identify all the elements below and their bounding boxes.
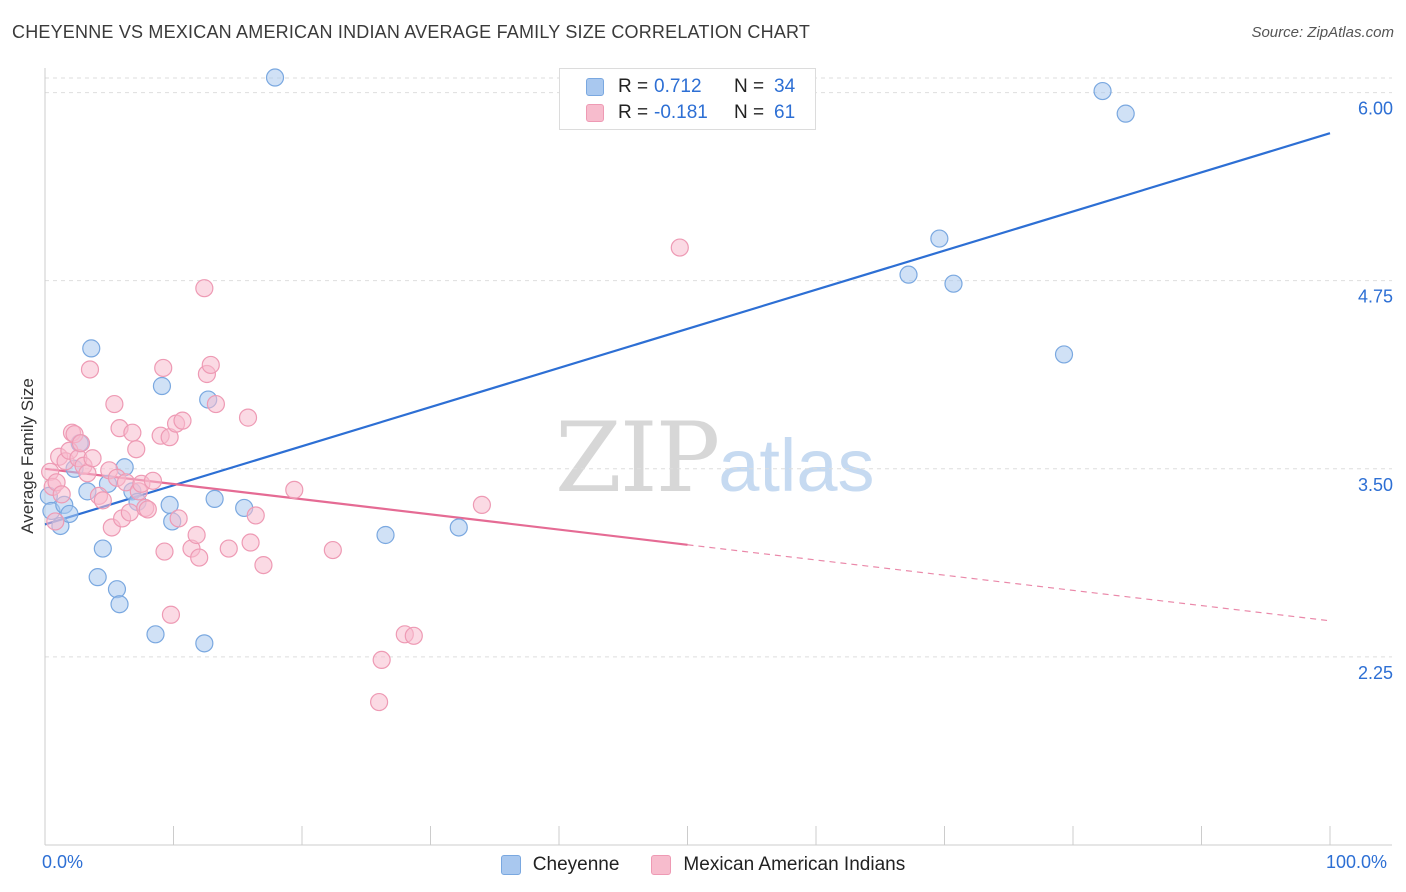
- x-axis: [44, 68, 1392, 846]
- legend-n-label: N =: [734, 76, 765, 97]
- y-tick-label: 6.00: [1358, 99, 1393, 119]
- gridlines: [45, 77, 1392, 658]
- cheyenne-point: [1116, 104, 1135, 123]
- cheyenne-point: [60, 504, 79, 524]
- mexican-american-indians-point: [105, 394, 124, 414]
- mexican-american-indians-point: [190, 548, 209, 567]
- cheyenne-point: [146, 625, 165, 644]
- cheyenne-point: [899, 265, 918, 284]
- mexican-american-indians-point: [93, 491, 112, 510]
- cheyenne-point: [88, 568, 107, 587]
- watermark-zip: ZIP: [555, 402, 720, 514]
- mexican-american-indians-point: [238, 408, 258, 427]
- y-tick-label: 4.75: [1358, 287, 1393, 307]
- mexican-american-indians-point: [138, 500, 157, 519]
- mexican-american-indians-point: [404, 626, 423, 645]
- mexican-american-indians-swatch: [651, 855, 672, 875]
- mexican-american-indians-point: [285, 480, 304, 499]
- mexican-american-indians-point: [80, 360, 100, 379]
- mexican-american-indians-point: [241, 533, 260, 552]
- mexican-american-indians-point: [143, 471, 163, 490]
- mexican-american-indians-point: [78, 464, 97, 483]
- legend-n-value: 61: [774, 102, 796, 123]
- source-label: Source: ZipAtlas.com: [1251, 24, 1394, 41]
- mexican-american-indians-point: [195, 279, 214, 298]
- mexican-american-indians-point: [83, 449, 102, 468]
- y-tick-label: 3.50: [1358, 475, 1393, 495]
- cheyenne-point: [1093, 81, 1112, 101]
- legend-r-value: 0.712: [654, 76, 702, 97]
- correlation-legend: R = 0.712 N = 34 R = -0.181 N = 61: [559, 68, 816, 130]
- legend-row-cheyenne: R = 0.712 N = 34: [560, 75, 814, 99]
- trend-line: [44, 132, 1331, 526]
- legend-row-mexican-american-indians: R = -0.181 N = 61: [560, 101, 814, 125]
- cheyenne-point: [152, 376, 172, 396]
- cheyenne-swatch: [500, 855, 521, 875]
- mexican-american-indians-point: [206, 394, 226, 414]
- cheyenne-point: [82, 339, 101, 358]
- legend-r-label: R =: [618, 76, 649, 97]
- cheyenne-point: [1054, 345, 1074, 364]
- mexican-american-indians-point: [46, 512, 65, 531]
- cheyenne-point: [265, 68, 285, 87]
- x-max-label: 100.0%: [1326, 852, 1388, 872]
- legend-item-mexican-american-indians[interactable]: Mexican American Indians: [651, 854, 905, 876]
- mexican-american-indians-point: [52, 485, 71, 504]
- mexican-american-indians-point: [173, 411, 192, 430]
- watermark: ZIPatlas: [555, 402, 875, 514]
- x-min-label: 0.0%: [42, 852, 84, 872]
- mexican-american-indians-point: [169, 509, 188, 528]
- mexican-american-indians-point: [372, 650, 391, 670]
- legend-r-label: R =: [618, 102, 649, 123]
- trend-line-extension: [687, 544, 1331, 622]
- cheyenne-point: [944, 274, 963, 293]
- mexican-american-indians-point: [120, 503, 139, 522]
- mexican-american-indians-point: [323, 540, 342, 560]
- mexican-american-indians-point: [155, 542, 174, 561]
- mexican-american-indians-point: [201, 355, 220, 375]
- watermark-atlas: atlas: [718, 424, 875, 507]
- mexican-american-indians-point: [161, 605, 181, 624]
- legend-r-value: -0.181: [654, 102, 708, 123]
- legend-label: Mexican American Indians: [683, 854, 906, 875]
- mexican-american-indians-point: [670, 238, 689, 257]
- series-legend: Cheyenne Mexican American Indians: [0, 852, 1406, 878]
- chart-title: CHEYENNE VS MEXICAN AMERICAN INDIAN AVER…: [12, 22, 811, 42]
- legend-n-label: N =: [734, 102, 765, 123]
- legend-n-value: 34: [774, 76, 796, 97]
- cheyenne-point: [930, 229, 949, 248]
- cheyenne-point: [107, 580, 127, 599]
- cheyenne-point: [195, 634, 214, 653]
- cheyenne-point: [205, 489, 224, 508]
- mexican-american-indians-point: [219, 539, 238, 558]
- data-points: [39, 68, 1135, 712]
- mexican-american-indians-point: [187, 525, 206, 545]
- cheyenne-point: [93, 539, 112, 558]
- cheyenne-point: [376, 525, 395, 545]
- mexican-american-indians-point: [246, 506, 265, 525]
- y-tick-labels: 2.25 3.50 4.75 6.00: [1358, 99, 1393, 683]
- mexican-american-indians-point: [71, 434, 91, 453]
- mexican-american-indians-point: [154, 358, 173, 378]
- mexican-american-indians-point: [127, 440, 146, 459]
- mexican-american-indians-point: [123, 423, 142, 442]
- mexican-american-indians-point: [370, 692, 389, 712]
- cheyenne-point: [110, 595, 129, 614]
- mexican-american-indians-point: [254, 555, 273, 575]
- y-axis-label: Average Family Size: [18, 378, 37, 534]
- legend-item-cheyenne[interactable]: Cheyenne: [500, 854, 620, 876]
- legend-label: Cheyenne: [532, 854, 620, 875]
- mexican-american-indians-swatch: [586, 104, 604, 122]
- y-tick-label: 2.25: [1358, 663, 1393, 683]
- cheyenne-point: [449, 518, 468, 537]
- mexican-american-indians-point: [472, 495, 491, 515]
- cheyenne-swatch: [586, 78, 604, 96]
